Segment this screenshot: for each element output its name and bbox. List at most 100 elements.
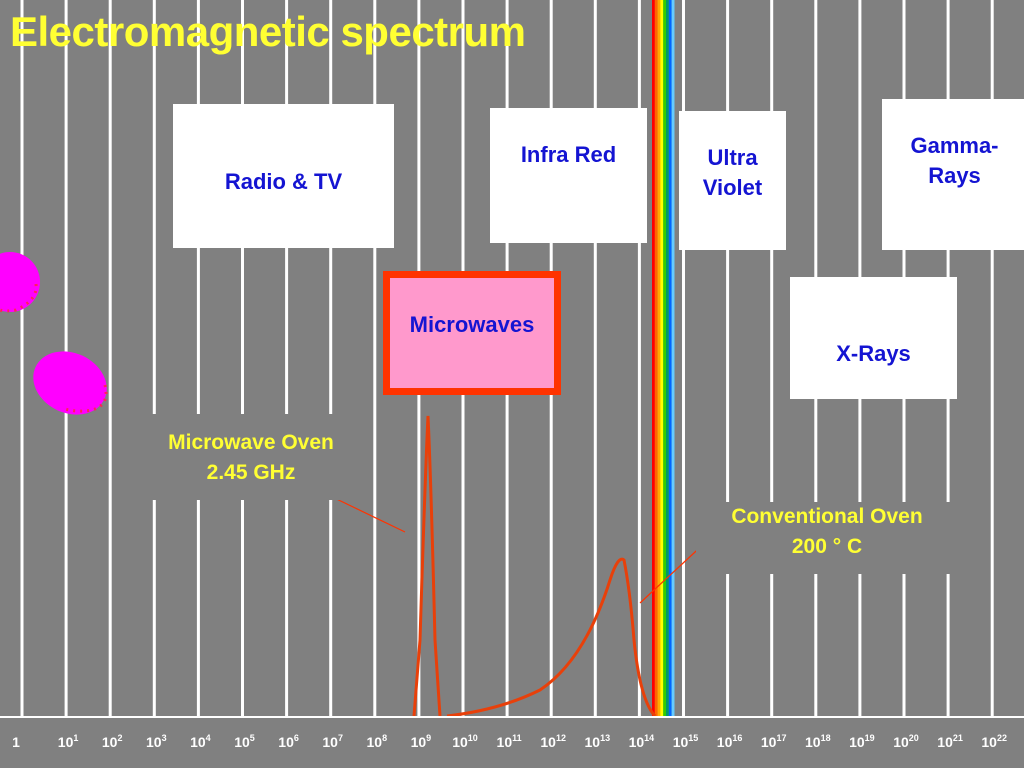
band-ultra-violet-label-2: Violet	[702, 175, 763, 200]
band-gamma-rays-label-1: Gamma-	[910, 133, 999, 158]
microwave-peak-curve	[412, 415, 442, 717]
tick-label: 1012	[540, 733, 566, 751]
tick-base: 10	[981, 734, 997, 750]
tick-exponent: 20	[908, 733, 919, 743]
tick-label: 107	[322, 733, 343, 751]
tick-exponent: 7	[337, 733, 343, 743]
pink-blob-2	[33, 351, 107, 415]
rainbow-stripe-5	[666, 0, 669, 716]
tick-base: 10	[540, 734, 556, 750]
microwave-oven-label-2: 2.45 GHz	[206, 461, 296, 484]
tick-label: 1020	[893, 733, 919, 751]
tick-label: 1016	[716, 733, 743, 751]
microwave-oven-label-1: Microwave Oven	[168, 431, 334, 454]
tick-base: 10	[893, 734, 909, 750]
tick-exponent: 9	[426, 733, 432, 743]
tick-label: 1022	[981, 733, 1007, 751]
tick-exponent: 12	[555, 733, 566, 743]
tick-exponent: 2	[117, 733, 123, 743]
tick-exponent: 6	[293, 733, 299, 743]
tick-base: 10	[849, 734, 865, 750]
tick-label: 1017	[760, 733, 787, 751]
rainbow-stripe-2	[657, 0, 661, 716]
tick-base: 1	[12, 734, 20, 750]
pink-blob-1	[0, 252, 40, 312]
tick-exponent: 5	[249, 733, 255, 743]
tick-label: 1014	[628, 733, 655, 751]
band-gamma-rays-label-2: Rays	[928, 163, 981, 188]
tick-label: 103	[146, 733, 167, 751]
conventional-oven-label-1: Conventional Oven	[731, 505, 923, 528]
tick-exponent: 4	[205, 733, 211, 743]
tick-exponent: 14	[644, 733, 655, 743]
tick-base: 10	[101, 734, 118, 750]
tick-exponent: 21	[952, 733, 963, 743]
tick-exponent: 17	[776, 733, 787, 743]
tick-label: 1015	[672, 733, 699, 751]
microwave-oven-annotation: Microwave Oven 2.45 GHz	[142, 414, 360, 500]
tick-exponent: 3	[161, 733, 167, 743]
tick-base: 10	[57, 734, 74, 750]
rainbow-stripe-1	[654, 0, 658, 716]
tick-base: 10	[672, 734, 689, 750]
tick-label: 1019	[849, 733, 875, 751]
tick-label: 1018	[805, 734, 831, 751]
visible-light-rainbow	[652, 0, 675, 716]
tick-exponent: 22	[996, 733, 1007, 743]
frequency-axis	[0, 716, 1024, 768]
tick-label: 109	[410, 733, 432, 751]
tick-label: 105	[234, 733, 255, 751]
tick-base: 10	[366, 734, 383, 750]
tick-base: 10	[410, 734, 427, 750]
emission-curves	[321, 415, 709, 718]
tick-base: 10	[190, 734, 206, 750]
tick-label: 102	[101, 733, 123, 751]
tick-base: 10	[496, 734, 513, 750]
tick-exponent: 13	[600, 733, 611, 743]
tick-base: 10	[760, 734, 777, 750]
tick-base: 10	[452, 734, 468, 750]
tick-exponent: 8	[382, 733, 388, 743]
rainbow-stripe-4	[663, 0, 667, 716]
tick-label: 1010	[452, 733, 478, 751]
conventional-oven-annotation: Conventional Oven 200 ° C	[696, 502, 958, 574]
rainbow-stripe-6	[668, 0, 672, 716]
band-radio-tv-label: Radio & TV	[224, 169, 343, 194]
thermal-emission-curve	[446, 557, 657, 718]
tick-exponent: 11	[512, 733, 522, 743]
tick-label: 1021	[937, 733, 963, 751]
tick-base: 10	[628, 734, 645, 750]
tick-base: 10	[278, 734, 294, 750]
band-infra-red: Infra Red	[490, 108, 647, 243]
tick-label: 101	[57, 733, 79, 751]
rainbow-stripe-7	[671, 0, 675, 716]
tick-exponent: 10	[467, 733, 478, 743]
tick-base: 10	[937, 734, 953, 750]
tick-exponent: 16	[732, 733, 743, 743]
rainbow-stripe-3	[660, 0, 664, 716]
conventional-oven-label-2: 200 ° C	[791, 535, 863, 558]
tick-base: 10	[716, 734, 733, 750]
band-gamma-rays: Gamma- Rays	[882, 99, 1024, 250]
tick-exponent: 15	[688, 733, 699, 743]
band-x-rays-label: X-Rays	[836, 341, 911, 366]
band-infra-red-label: Infra Red	[520, 142, 617, 167]
band-microwaves-label: Microwaves	[409, 312, 535, 337]
tick-exponent: 19	[864, 733, 875, 743]
tick-label: 104	[190, 733, 211, 751]
tick-label: 1011	[496, 733, 522, 751]
band-microwaves: Microwaves	[383, 271, 561, 395]
tick-base: 10	[234, 734, 250, 750]
pink-blob-1-dots	[0, 283, 38, 313]
tick-base: 10	[322, 734, 338, 750]
tick-label: 1013	[584, 733, 611, 751]
tick-label: 108	[366, 733, 388, 751]
tick-label: 106	[278, 733, 299, 751]
tick-base: 10	[584, 734, 601, 750]
tick-exponent: 1	[73, 733, 79, 743]
pink-blobs	[0, 252, 108, 415]
rainbow-stripe-0	[652, 0, 655, 716]
band-radio-tv: Radio & TV	[173, 104, 394, 248]
band-ultra-violet-label-1: Ultra	[707, 145, 758, 170]
